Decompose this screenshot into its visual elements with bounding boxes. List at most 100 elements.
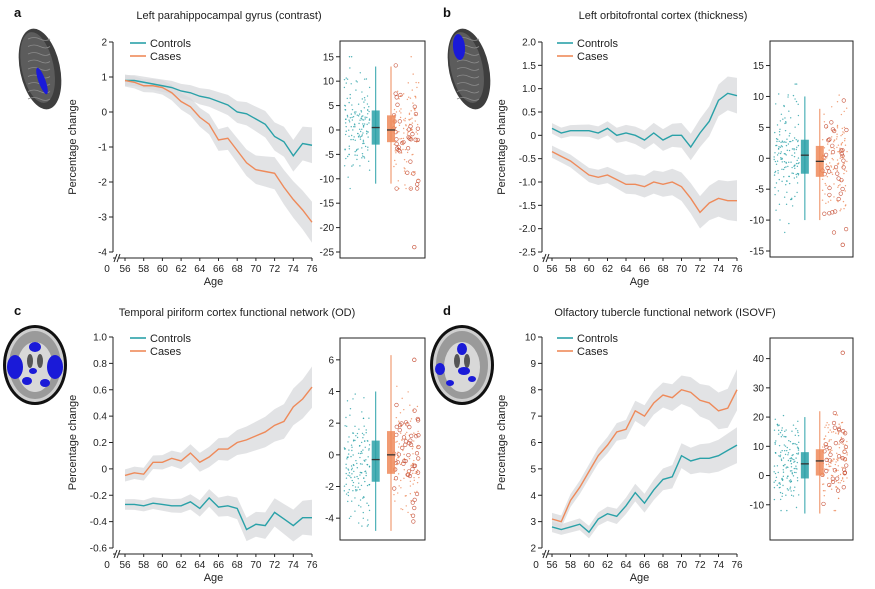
inset-point-cases [829, 120, 834, 125]
inset-point-controls [364, 470, 366, 473]
chart-title: Left parahippocampal gyrus (contrast) [136, 10, 321, 22]
inset-point-cases [826, 138, 831, 143]
inset-point-controls [797, 434, 800, 437]
inset-point-cases [400, 445, 405, 450]
inset-point-cases [405, 170, 410, 175]
inset-point-cases [409, 118, 412, 120]
inset-point-cases [831, 106, 833, 108]
inset-point-controls [797, 140, 799, 143]
inset-point-cases [411, 448, 414, 450]
inset-point-controls [797, 162, 799, 165]
inset-point-controls [349, 97, 351, 99]
inset-point-controls [363, 97, 366, 99]
inset-point-cases [837, 458, 839, 460]
inset-point-cases [406, 472, 409, 474]
inset-point-controls [365, 472, 367, 474]
inset-point-controls [773, 498, 776, 501]
inset-point-cases [837, 144, 840, 146]
inset-point-controls [793, 458, 795, 461]
axis-break [542, 253, 550, 263]
inset-point-cases [417, 178, 419, 181]
inset-point-controls [352, 484, 354, 487]
inset-point-cases [822, 211, 827, 216]
inset-point-controls [365, 78, 368, 80]
inset-point-cases [400, 445, 403, 448]
inset-point-controls [357, 132, 359, 135]
inset-point-cases [835, 480, 837, 483]
inset-point-cases [397, 149, 402, 154]
inset-point-controls [778, 146, 780, 148]
inset-point-controls [781, 427, 783, 429]
inset-point-controls [780, 151, 782, 153]
inset-point-cases [416, 418, 421, 423]
inset-point-cases [412, 73, 414, 75]
y-tick-label: 1 [101, 73, 107, 84]
inset-point-cases [393, 108, 396, 111]
inset-point-controls [793, 177, 796, 179]
inset-point-controls [788, 161, 790, 163]
inset-point-controls [362, 115, 364, 117]
inset-point-controls [360, 117, 362, 120]
inset-point-controls [783, 444, 786, 446]
inset-point-cases [410, 418, 413, 420]
inset-point-controls [350, 138, 352, 141]
inset-point-controls [359, 463, 362, 465]
inset-point-cases [829, 449, 832, 451]
inset-point-cases [824, 490, 826, 492]
inset-point-cases [825, 172, 828, 175]
x-tick-label: 68 [232, 264, 244, 275]
inset-point-controls [786, 449, 788, 452]
inset-point-controls [784, 122, 786, 125]
inset-point-controls [791, 443, 794, 445]
inset-point-cases [831, 173, 834, 176]
y-tick-label: 0.8 [93, 359, 107, 370]
inset-point-controls [793, 165, 796, 167]
inset-point-cases [406, 472, 411, 477]
y-tick-label: 7 [530, 412, 536, 423]
inset-point-controls [347, 155, 349, 158]
inset-point-cases [830, 474, 833, 477]
inset-point-controls [362, 417, 365, 420]
inset-point-controls [347, 491, 349, 494]
inset-point-cases [826, 442, 829, 445]
inset-y-tick-label: 4 [328, 387, 334, 398]
inset-point-cases [830, 149, 836, 155]
inset-point-cases [830, 439, 832, 441]
ventricle-right [37, 354, 43, 368]
inset-point-controls [795, 427, 797, 430]
inset-point-controls [786, 180, 788, 182]
inset-point-controls [777, 425, 779, 427]
inset-y-tick-label: -10 [750, 216, 765, 227]
inset-point-controls [787, 143, 790, 145]
inset-point-cases [838, 423, 840, 425]
legend-label-cases: Cases [577, 346, 609, 358]
inset-point-controls [774, 472, 777, 475]
inset-point-controls [783, 450, 786, 452]
inset-point-controls [781, 429, 783, 432]
inset-point-controls [361, 147, 363, 149]
inset-point-cases [845, 107, 848, 109]
inset-point-cases [828, 469, 830, 471]
inset-point-controls [361, 155, 364, 157]
inset-point-cases [411, 122, 414, 124]
inset-point-controls [796, 461, 799, 464]
inset-point-controls [357, 486, 359, 488]
inset-point-controls [360, 472, 363, 474]
inset-point-controls [795, 465, 797, 467]
inset-y-tick-label: 6 [328, 355, 334, 366]
inset-point-controls [775, 476, 778, 479]
inset-point-cases [826, 143, 829, 145]
inset-point-cases [409, 420, 412, 422]
inset-point-controls [783, 141, 786, 143]
inset-point-cases [832, 410, 837, 416]
inset-point-controls [348, 121, 351, 123]
inset-point-cases [407, 131, 409, 134]
inset-point-controls [351, 104, 353, 106]
inset-point-cases [840, 144, 842, 146]
inset-point-cases [836, 136, 838, 138]
inset-point-cases [414, 434, 419, 439]
inset-point-controls [358, 522, 360, 524]
inset-point-cases [831, 474, 834, 477]
inset-point-cases [397, 473, 400, 475]
inset-point-controls [789, 479, 792, 481]
